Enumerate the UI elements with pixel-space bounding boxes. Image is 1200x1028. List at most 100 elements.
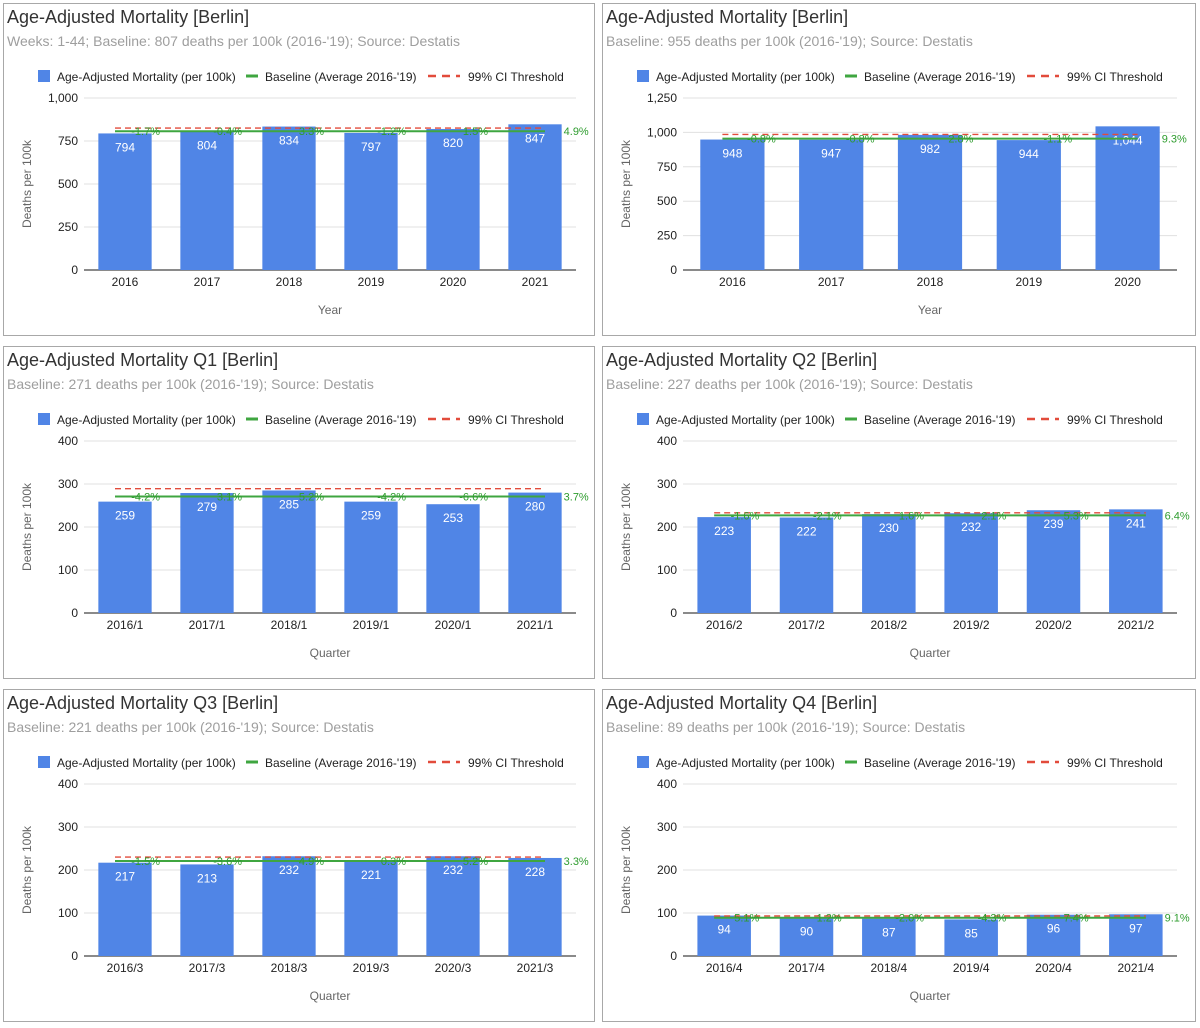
y-tick-label: 1,000 [48,91,78,105]
x-tick-label: 2021 [522,275,549,289]
y-axis-title: Deaths per 100k [619,139,633,228]
bar-value-label: 834 [279,134,299,148]
y-tick-label: 1,250 [647,91,677,105]
bar [344,501,398,613]
bar [98,501,152,613]
bar [1026,914,1081,956]
y-tick-label: 0 [670,606,677,620]
x-tick-label: 2020/2 [1035,618,1072,632]
x-tick-label: 2020/4 [1035,961,1072,975]
x-tick-label: 2017 [818,275,845,289]
y-tick-label: 400 [58,434,78,448]
x-tick-label: 2017/2 [788,618,825,632]
legend-swatch-series [637,70,649,82]
chart-legend: Age-Adjusted Mortality (per 100k) Baselin… [637,756,1163,770]
baseline-diff-label: 5.2% [299,491,324,503]
chart-title: Age-Adjusted Mortality Q1 [Berlin] [7,350,279,370]
bar [779,917,834,956]
y-axis-title: Deaths per 100k [619,482,633,571]
baseline-diff-label: -1.1% [1043,134,1072,146]
legend-label-series: Age-Adjusted Mortality (per 100k) [656,70,835,84]
y-tick-label: 100 [657,563,677,577]
baseline-diff-label: 5.1% [734,913,759,925]
baseline-diff-label: 7.4% [1064,913,1089,925]
bar-value-label: 253 [443,511,463,525]
y-tick-label: 300 [58,820,78,834]
chart-legend: Age-Adjusted Mortality (per 100k) Baselin… [637,70,1163,84]
legend-swatch-series [38,413,50,425]
bar-value-label: 797 [361,140,381,154]
y-tick-label: 200 [58,520,78,534]
baseline-diff-label: 1.6% [899,510,924,522]
chart-title: Age-Adjusted Mortality [Berlin] [606,7,849,27]
bar-value-label: 280 [525,500,545,514]
chart-title: Age-Adjusted Mortality [Berlin] [7,7,250,27]
chart-subtitle: Baseline: 271 deaths per 100k (2016-'19)… [7,376,374,392]
x-tick-label: 2021/3 [517,961,554,975]
bar-value-label: 85 [964,926,978,940]
bar [262,490,316,613]
baseline-diff-label: -4.2% [377,491,406,503]
y-tick-label: 200 [657,863,677,877]
bar [180,493,234,613]
legend-swatch-series [637,756,649,768]
x-tick-label: 2016/4 [706,961,743,975]
bar-chart-plot: Age-Adjusted Mortality (per 100k) Baselin… [20,70,589,317]
legend-label-baseline: Baseline (Average 2016-'19) [265,756,417,770]
baseline-diff-label: 2.8% [948,134,973,146]
x-tick-label: 2019/2 [953,618,990,632]
x-axis-title: Quarter [310,989,351,1003]
x-tick-label: 2016 [112,275,139,289]
baseline-diff-label: 5.2% [463,856,488,868]
y-tick-label: 0 [670,949,677,963]
baseline-diff-label: -0.8% [846,134,875,146]
x-tick-label: 2016/3 [107,961,144,975]
x-tick-label: 2019/3 [353,961,390,975]
y-tick-label: 750 [657,160,677,174]
chart-subtitle: Weeks: 1-44; Baseline: 807 deaths per 10… [7,33,461,49]
x-tick-label: 2019 [1015,275,1042,289]
x-tick-label: 2018 [917,275,944,289]
baseline-diff-label: 9.3% [1162,134,1187,146]
chart-panel-q4: Age-Adjusted Mortality Q4 [Berlin] Basel… [602,689,1196,1022]
x-tick-label: 2019 [358,275,385,289]
legend-label-ci: 99% CI Threshold [1067,70,1163,84]
bar-value-label: 259 [115,509,135,523]
x-tick-label: 2018/4 [870,961,907,975]
bar-value-label: 223 [714,524,734,538]
bar [1109,509,1163,613]
y-tick-label: 400 [657,434,677,448]
bar-value-label: 87 [882,926,896,940]
baseline-diff-label: -1.5% [131,856,160,868]
bar-value-label: 279 [197,500,217,514]
bar-value-label: 232 [279,863,299,877]
bar-chart-plot: Age-Adjusted Mortality (per 100k) Baselin… [619,70,1187,317]
bar [944,513,998,613]
bar-value-label: 232 [443,863,463,877]
bar [1095,126,1160,270]
bar [697,517,751,613]
baseline-diff-label: 0.3% [381,856,406,868]
legend-swatch-series [637,413,649,425]
x-tick-label: 2020/1 [435,618,472,632]
legend-label-series: Age-Adjusted Mortality (per 100k) [57,756,236,770]
bar-value-label: 90 [800,924,814,938]
baseline-diff-label: -1.6% [731,510,760,522]
y-axis-title: Deaths per 100k [20,139,34,228]
y-tick-label: 100 [58,906,78,920]
chart-legend: Age-Adjusted Mortality (per 100k) Baselin… [637,413,1163,427]
bar [426,856,480,956]
y-tick-label: 400 [58,777,78,791]
baseline-diff-label: 3.3% [299,126,324,138]
bar [344,132,398,270]
y-tick-label: 1,000 [647,125,677,139]
bar [262,856,316,956]
bar-chart-plot: Age-Adjusted Mortality (per 100k) Baselin… [20,413,589,660]
bar-value-label: 259 [361,509,381,523]
baseline-diff-label: 1.5% [463,126,488,138]
bar [426,504,480,613]
x-axis-title: Year [918,303,942,317]
bar [862,918,916,956]
baseline-diff-label: 9.1% [1165,913,1190,925]
y-axis-title: Deaths per 100k [619,825,633,914]
